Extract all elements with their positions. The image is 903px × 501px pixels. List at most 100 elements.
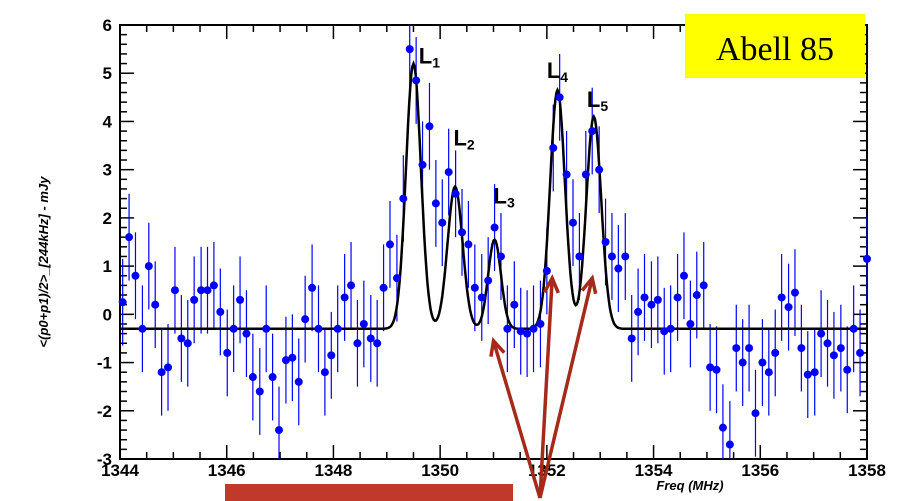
y-tick-label: 3	[103, 161, 112, 180]
data-point	[595, 165, 604, 174]
y-tick-label: -1	[97, 354, 112, 373]
peak-labels: L1 L2 L3 L4 L5	[419, 44, 609, 211]
data-points	[118, 45, 871, 449]
data-point	[549, 143, 558, 152]
data-point	[660, 327, 669, 336]
data-point	[281, 356, 290, 365]
data-point	[412, 76, 421, 85]
arrow-head	[489, 336, 506, 357]
data-point	[385, 240, 394, 249]
data-point	[164, 363, 173, 372]
data-point	[653, 295, 662, 304]
data-point	[359, 319, 368, 328]
data-point	[425, 122, 434, 131]
data-point	[607, 252, 616, 261]
data-point	[555, 93, 564, 102]
data-point	[718, 423, 727, 432]
y-tick-label: 4	[103, 112, 113, 131]
peak-label: L3	[494, 183, 515, 210]
x-tick-label: 1344	[101, 461, 139, 480]
data-point	[581, 170, 590, 179]
data-point	[138, 324, 147, 333]
data-point	[627, 334, 636, 343]
data-point	[301, 315, 310, 324]
data-point	[366, 334, 375, 343]
data-point	[438, 218, 447, 227]
data-point	[817, 329, 826, 338]
data-point	[679, 271, 688, 280]
data-point	[536, 319, 545, 328]
annotation-arrow	[491, 340, 542, 499]
data-point	[529, 324, 538, 333]
y-tick-label: 2	[103, 209, 112, 228]
data-point	[686, 319, 695, 328]
data-point	[843, 365, 852, 374]
data-point	[392, 274, 401, 283]
data-point	[601, 238, 610, 246]
data-point	[125, 233, 134, 242]
y-tick-label: -3	[97, 450, 112, 469]
x-tick-label: 1346	[208, 461, 246, 480]
data-point	[353, 339, 362, 348]
data-point	[863, 254, 871, 263]
data-point	[849, 324, 858, 333]
data-point	[692, 291, 701, 300]
data-point	[223, 348, 232, 357]
y-tick-label: -2	[97, 402, 112, 421]
data-point	[275, 426, 284, 435]
data-point	[523, 329, 532, 338]
data-point	[190, 295, 199, 304]
data-point	[431, 199, 440, 208]
data-point	[216, 307, 225, 316]
y-axis-title: <(p0+p1)/2>_[244kHz] - mJy	[36, 176, 51, 348]
data-point	[151, 300, 160, 309]
data-point	[575, 252, 584, 261]
x-tick-labels: 13441346134813501352135413561358	[101, 461, 886, 480]
data-point	[666, 324, 675, 333]
data-point	[209, 281, 218, 290]
data-point	[758, 358, 767, 367]
y-tick-labels: -3 -2 -1 0 1 2 3 4 5 6	[97, 16, 113, 469]
data-point	[294, 377, 303, 386]
data-point	[614, 264, 623, 273]
data-point	[503, 324, 512, 333]
x-tick-label: 1356	[741, 461, 779, 480]
data-point	[751, 409, 760, 418]
y-tick-label: 5	[103, 64, 112, 83]
data-point	[640, 293, 649, 302]
data-point	[308, 283, 317, 292]
data-point	[588, 127, 597, 136]
data-point	[673, 293, 682, 302]
data-point	[484, 276, 493, 285]
data-point	[236, 295, 245, 304]
data-point	[542, 266, 551, 275]
data-point	[144, 262, 153, 271]
data-point	[464, 240, 473, 249]
data-point	[706, 363, 715, 372]
data-point	[248, 373, 257, 382]
data-point	[242, 329, 251, 338]
data-point	[118, 298, 127, 307]
data-point	[699, 281, 708, 290]
data-point	[829, 351, 838, 360]
data-point	[725, 440, 734, 449]
data-point	[856, 348, 865, 357]
data-point	[262, 324, 271, 333]
data-point	[333, 324, 342, 333]
data-point	[451, 189, 460, 198]
x-tick-label: 1348	[315, 461, 353, 480]
annotation-arrow	[538, 278, 554, 499]
peak-label: L2	[453, 126, 474, 153]
data-point	[823, 339, 832, 348]
arrow-head	[542, 274, 560, 294]
y-tick-label: 0	[103, 305, 112, 324]
data-point	[203, 286, 212, 295]
data-point	[268, 373, 277, 382]
data-point	[320, 368, 329, 377]
data-point	[569, 218, 578, 227]
chart-title: Abell 85	[716, 31, 834, 68]
data-point	[340, 293, 349, 302]
data-point	[418, 160, 427, 169]
data-point	[496, 252, 505, 261]
data-point	[510, 300, 519, 309]
